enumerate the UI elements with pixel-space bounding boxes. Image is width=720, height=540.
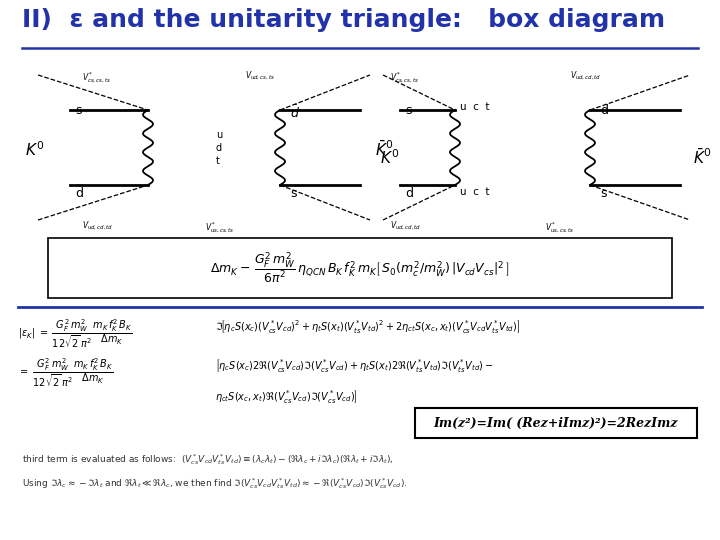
Text: $=\;\dfrac{G_F^2\,m_W^2}{12\sqrt{2}\,\pi^2}\dfrac{m_K\,f_K^2\,B_K}{\Delta m_K}$: $=\;\dfrac{G_F^2\,m_W^2}{12\sqrt{2}\,\pi… [18,357,113,389]
Text: s: s [290,187,297,200]
Text: $\Delta m_K -\,\dfrac{G_F^2\,m_W^2}{6\pi^2}\,\eta_{QCN}\,B_K\,f_K^2\,m_K\left[\,: $\Delta m_K -\,\dfrac{G_F^2\,m_W^2}{6\pi… [210,251,510,286]
Text: u  c  t: u c t [460,187,490,197]
Text: d: d [216,143,222,153]
Text: $\bar{K}^0$: $\bar{K}^0$ [693,148,711,167]
Text: $K^0$: $K^0$ [25,140,45,159]
Text: u  c  t: u c t [460,102,490,112]
Text: $\bar{d}$: $\bar{d}$ [290,104,300,120]
Text: Using $\Im\lambda_c\approx-\Im\lambda_t$ and $\Re\lambda_t\ll\Re\lambda_c$, we t: Using $\Im\lambda_c\approx-\Im\lambda_t$… [22,476,408,491]
Text: $V^*_{us,cs,ts}$: $V^*_{us,cs,ts}$ [545,220,575,235]
Text: t: t [216,156,220,166]
Text: $\bar{K}^0$: $\bar{K}^0$ [375,140,393,159]
Text: $K^0$: $K^0$ [380,148,400,167]
Text: $V_{ud,cd,td}$: $V_{ud,cd,td}$ [570,70,601,82]
Text: II)  ε and the unitarity triangle:   box diagram: II) ε and the unitarity triangle: box di… [22,8,665,32]
Text: d: d [600,104,608,117]
Text: $V^*_{cs,cs,ts}$: $V^*_{cs,cs,ts}$ [390,70,419,85]
Text: $V_{ud,cd,td}$: $V_{ud,cd,td}$ [390,220,421,232]
Text: $V_{ud,cd,td}$: $V_{ud,cd,td}$ [82,220,113,232]
Bar [415,408,697,438]
Text: $\Im\!\left[\eta_c S(x_c)(V_{cs}^*V_{cd})^2+\eta_t S(x_t)(V_{ts}^*V_{td})^2+2\et: $\Im\!\left[\eta_c S(x_c)(V_{cs}^*V_{cd}… [215,318,521,335]
Bar [48,238,672,298]
Text: u: u [216,130,222,140]
Text: s: s [405,104,412,117]
Text: $\left[\eta_c S(x_c)2\Re(V_{cs}^*V_{cd})\Im(V_{cs}^*V_{cd})+\eta_t S(x_t)2\Re(V_: $\left[\eta_c S(x_c)2\Re(V_{cs}^*V_{cd})… [215,357,494,374]
Text: $\left.\eta_{ct}S(x_c,x_t)\Re(V_{cs}^*V_{cd})\Im(V_{cs}^*V_{cd})\right]$: $\left.\eta_{ct}S(x_c,x_t)\Re(V_{cs}^*V_… [215,388,358,405]
Text: d: d [75,187,83,200]
Text: s: s [75,104,81,117]
Text: Im(z²)=Im( (Rez+iImz)²)=2RezImz: Im(z²)=Im( (Rez+iImz)²)=2RezImz [433,416,678,429]
Text: $|\epsilon_K|\;=\;\dfrac{G_F^2\,m_W^2}{12\sqrt{2}\,\pi^2}\dfrac{m_K\,f_K^2\,B_K}: $|\epsilon_K|\;=\;\dfrac{G_F^2\,m_W^2}{1… [18,318,132,350]
Text: s: s [600,187,606,200]
Text: $V_{ud,cs,ts}$: $V_{ud,cs,ts}$ [245,70,275,82]
Text: d: d [405,187,413,200]
Text: third term is evaluated as follows:  $(V_{cs}^*V_{cd}V_{ts}^*V_{td})\equiv(\lamb: third term is evaluated as follows: $(V_… [22,452,393,467]
Text: $V^*_{us,cs,ts}$: $V^*_{us,cs,ts}$ [205,220,234,235]
Text: $V^*_{cs,cs,ts}$: $V^*_{cs,cs,ts}$ [82,70,111,85]
